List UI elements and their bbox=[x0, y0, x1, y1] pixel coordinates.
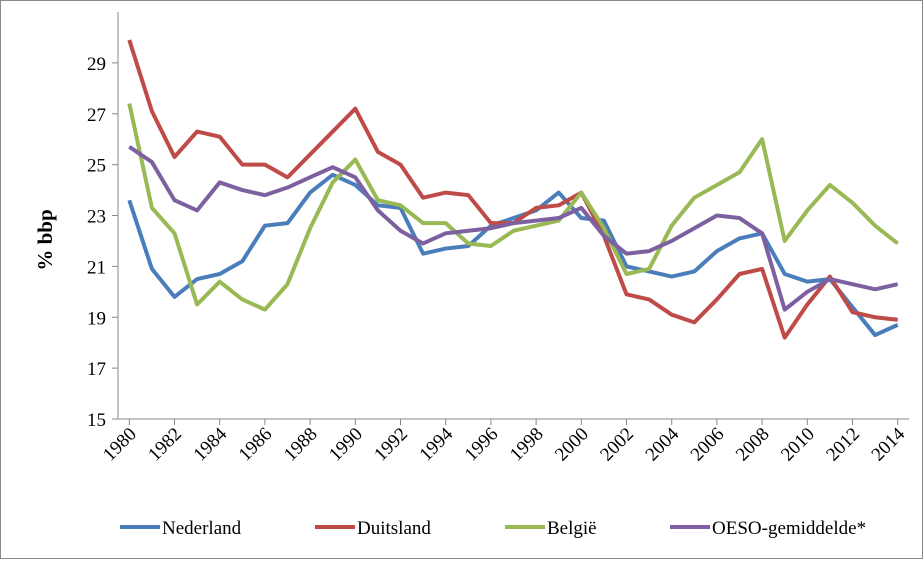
y-tick-label: 25 bbox=[87, 156, 106, 177]
legend-label: OESO-gemiddelde* bbox=[712, 518, 866, 539]
series-line bbox=[127, 103, 899, 312]
y-axis-title: % bbp bbox=[33, 209, 57, 270]
legend-label: Nederland bbox=[162, 518, 242, 539]
y-tick-label: 23 bbox=[87, 207, 106, 228]
series-line bbox=[127, 172, 899, 338]
y-tick-label: 21 bbox=[87, 257, 106, 278]
y-tick-label: 15 bbox=[87, 410, 106, 431]
y-tick-label: 17 bbox=[87, 359, 106, 380]
legend-label: België bbox=[547, 518, 597, 539]
series-line bbox=[128, 145, 899, 312]
y-tick-label: 19 bbox=[87, 308, 106, 329]
legend-label: Duitsland bbox=[357, 518, 431, 539]
y-tick-label: 27 bbox=[87, 105, 106, 126]
y-tick-label: 29 bbox=[87, 54, 106, 75]
